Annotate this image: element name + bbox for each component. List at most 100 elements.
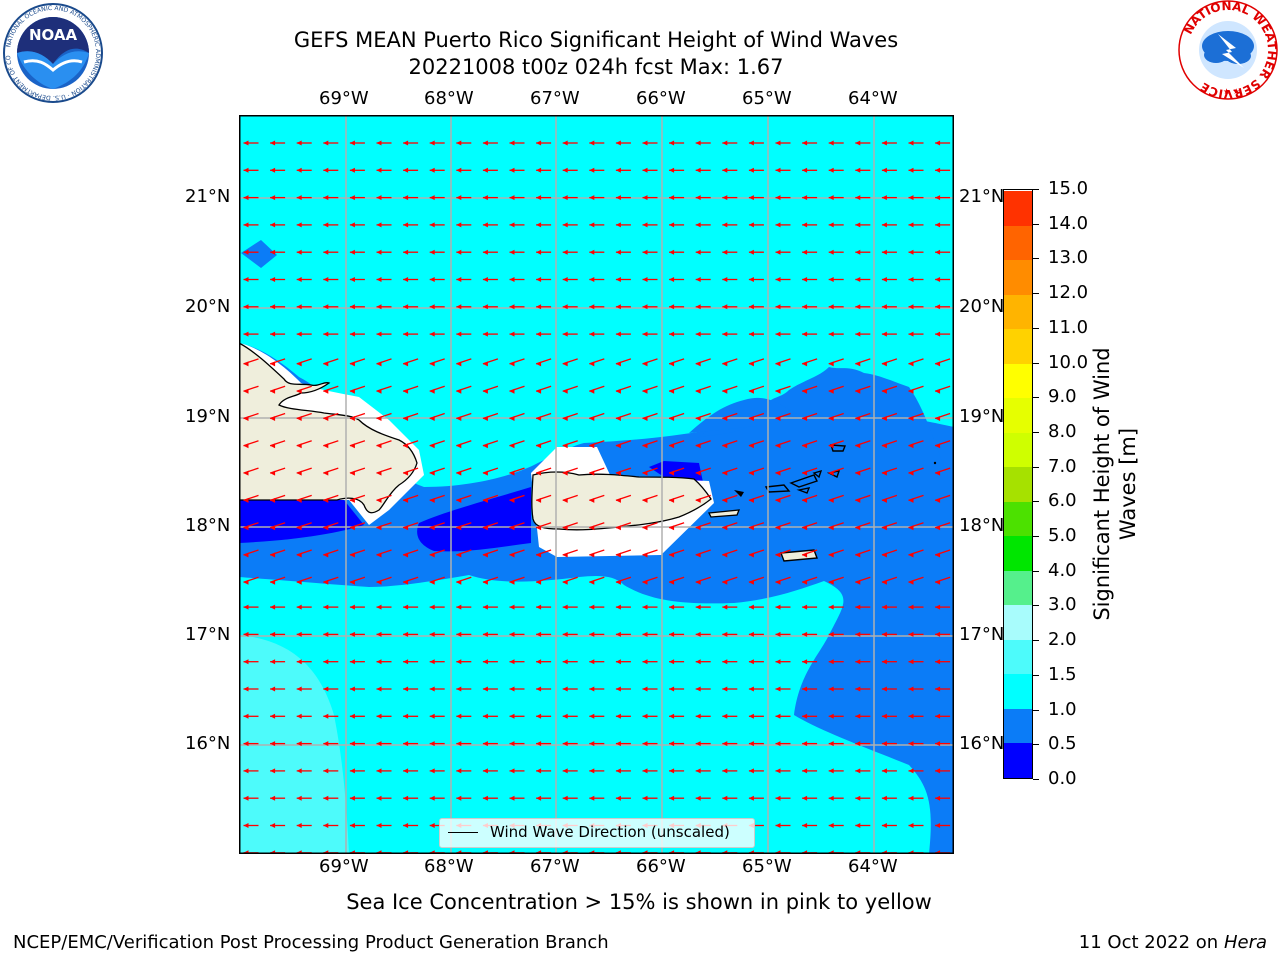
noaa-logo: NATIONAL OCEANIC AND ATMOSPHERIC ADMINIS…: [2, 2, 103, 103]
wind-arrow: [323, 713, 339, 719]
wind-arrow: [668, 467, 685, 476]
wind-arrow: [802, 823, 818, 828]
wind-arrow: [269, 522, 286, 531]
wind-arrow: [695, 741, 711, 747]
wind-arrow: [376, 576, 392, 585]
wind-arrow: [615, 494, 632, 503]
wind-arrow: [748, 249, 764, 255]
wind-arrow: [615, 713, 631, 719]
wind-arrow: [402, 358, 419, 367]
wind-arrow: [562, 440, 578, 449]
wind-arrow: [908, 659, 924, 665]
wind-arrow: [828, 167, 844, 173]
wind-arrow: [855, 440, 871, 449]
wind-arrow: [775, 249, 791, 255]
wind-arrow: [403, 768, 419, 774]
wind-arrow: [722, 576, 738, 585]
wind-arrow: [509, 440, 525, 449]
wind-arrow: [722, 167, 738, 173]
wind-arrow: [802, 304, 818, 310]
wind-arrow: [270, 741, 286, 747]
wind-arrow: [376, 412, 392, 421]
wind-arrow: [482, 659, 498, 665]
wind-arrow: [775, 440, 791, 449]
wind-arrow: [536, 140, 552, 146]
wind-arrow: [748, 195, 764, 201]
colorbar-tick-label: 8.0: [1048, 420, 1077, 442]
lat-label-right: 21°N: [959, 186, 1005, 207]
wind-arrow: [908, 823, 924, 828]
wind-arrow: [748, 549, 765, 558]
wind-arrow: [376, 358, 392, 367]
wind-arrow: [615, 195, 631, 201]
map-frame: [239, 115, 954, 854]
wind-arrow: [456, 304, 472, 310]
wind-arrow: [270, 604, 286, 610]
wind-arrow: [509, 467, 525, 476]
wind-arrow: [509, 522, 525, 531]
wind-arrow: [722, 331, 738, 337]
wind-arrow: [376, 522, 392, 531]
lon-label-bottom: 69°W: [319, 856, 369, 877]
wind-arrow: [456, 604, 472, 610]
wind-arrow: [429, 659, 445, 665]
wind-arrow: [748, 331, 764, 337]
wind-arrow: [323, 467, 339, 476]
wind-arrow: [562, 522, 578, 531]
wind-arrow: [562, 467, 578, 476]
wind-arrow: [296, 140, 312, 146]
wind-arrow: [296, 549, 312, 558]
colorbar-segment: [1004, 259, 1032, 295]
wind-arrow: [429, 277, 445, 282]
nws-logo: NATIONAL WEATHER SERVICE ★ ★: [1178, 0, 1279, 100]
wind-arrow: [775, 522, 791, 531]
wind-arrow: [695, 604, 711, 610]
wind-arrow: [243, 631, 259, 637]
wind-arrow: [908, 412, 924, 421]
wave-field-0-0.5-central: [417, 487, 531, 552]
wind-arrow: [456, 549, 472, 558]
wind-arrow: [243, 385, 259, 394]
wind-arrow: [429, 494, 445, 503]
wind-arrow: [828, 713, 844, 719]
wind-arrow: [429, 604, 445, 610]
lon-label-bottom: 64°W: [848, 856, 898, 877]
wind-arrow: [775, 823, 791, 828]
wind-arrow: [456, 467, 472, 476]
wind-arrow: [615, 249, 631, 255]
wind-arrow: [855, 304, 871, 310]
wind-arrow: [801, 467, 818, 476]
lat-label-right: 20°N: [959, 296, 1005, 317]
wind-arrow: [935, 140, 951, 146]
colorbar-tick-label: 1.5: [1048, 663, 1077, 685]
wind-arrow: [535, 385, 552, 394]
wave-field-0-0.5-west: [239, 500, 364, 543]
wind-arrow: [828, 795, 844, 801]
wind-arrow: [402, 549, 419, 558]
wind-arrow: [562, 741, 578, 747]
wind-arrow: [323, 222, 339, 228]
wind-arrow: [456, 741, 472, 747]
wind-arrow: [908, 522, 924, 531]
lat-label-left: 21°N: [185, 186, 231, 207]
colorbar-tick-mark: [1033, 189, 1039, 190]
wind-arrow: [802, 686, 818, 692]
wind-arrow: [722, 440, 738, 449]
wind-arrow: [748, 494, 765, 503]
wind-arrow: [536, 304, 552, 310]
wind-arrow: [775, 576, 791, 585]
wind-arrow: [323, 604, 339, 610]
wind-arrow: [669, 631, 685, 637]
wind-arrow: [855, 686, 871, 692]
wind-arrow: [855, 277, 871, 282]
svg-text:★ ★: ★ ★: [1223, 87, 1240, 96]
wind-arrow: [402, 522, 419, 531]
wind-arrow: [562, 494, 578, 503]
wind-arrow: [881, 385, 898, 394]
wind-arrow: [509, 549, 525, 558]
wind-arrow: [855, 222, 871, 228]
lon-label-bottom: 65°W: [742, 856, 792, 877]
wind-arrow: [536, 249, 552, 255]
wind-arrow: [349, 249, 365, 255]
wind-arrow: [402, 467, 419, 476]
